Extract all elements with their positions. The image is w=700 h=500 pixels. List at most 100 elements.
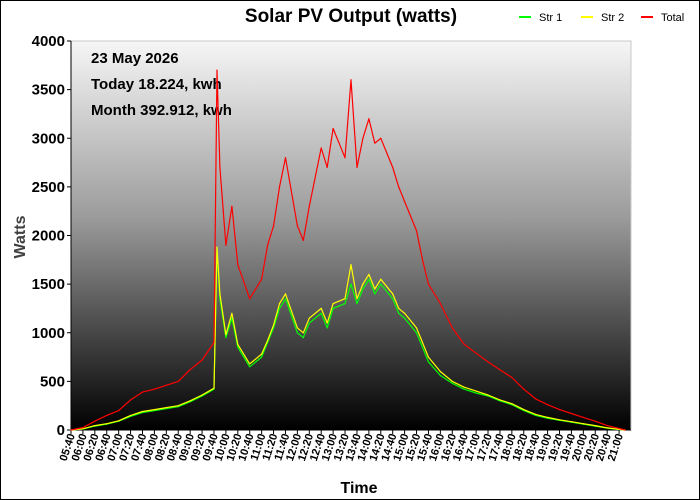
data-point [356,302,358,305]
data-point [278,186,281,188]
data-point [463,343,465,346]
data-point [278,307,281,310]
y-tick-label: 1000 [32,325,65,342]
data-point [421,346,424,348]
data-point [213,341,215,344]
legend: Str 1 Str 2 Total [519,12,684,24]
data-point [296,332,298,334]
series-line-str-2 [70,246,626,431]
data-point [266,339,269,342]
y-tick-label: 0 [57,422,65,439]
data-point [129,414,132,417]
data-point [368,278,370,280]
data-point [225,334,227,336]
y-tick-label: 3000 [32,130,65,147]
data-point [374,142,376,144]
data-point [404,200,406,203]
data-point [415,332,418,334]
y-axis: 0 500 1000 1500 2000 2500 3000 3500 4000 [32,33,72,439]
data-point [350,264,352,266]
data-point [546,416,549,418]
data-point [261,278,263,280]
legend-label: Str 1 [539,12,562,24]
data-point [535,413,537,416]
data-point [308,317,310,319]
data-point [296,327,298,329]
data-point [326,327,328,329]
data-point [189,369,191,371]
data-point [189,400,191,402]
data-point [332,307,334,310]
data-point [570,421,573,423]
data-point [231,312,233,314]
data-point [165,407,167,409]
data-point [296,225,298,227]
series-line-str-1 [70,249,626,431]
data-point [499,369,501,371]
data-point [278,302,281,305]
data-point [582,416,584,418]
data-point [374,288,376,290]
data-point [82,426,84,429]
annotations: 23 May 2026 Today 18.224, kwh Month 392.91… [91,50,232,119]
data-point [404,317,406,319]
y-tick-label: 4000 [32,33,65,50]
data-point [380,278,382,280]
data-point [475,352,477,354]
data-point [302,239,304,241]
data-point [82,428,84,430]
data-point [219,293,221,295]
data-point [392,298,394,300]
data-point [201,394,203,396]
data-point [225,244,227,246]
data-point [535,414,537,417]
data-point [398,307,400,310]
y-tick-label: 500 [40,373,65,390]
annotation-line: Today 18.224, kwh [91,76,222,93]
data-point [118,420,120,422]
data-point [266,244,269,246]
data-point [249,298,251,300]
data-point [356,166,358,169]
data-point [129,399,132,401]
data-point [392,166,394,169]
data-point [94,420,96,422]
data-point [237,264,239,266]
data-point [546,404,549,406]
data-point [249,363,251,365]
data-point [594,420,596,422]
series-line-total [70,69,626,431]
data-point [320,307,322,310]
data-point [558,408,561,411]
data-point [320,147,322,149]
data-point [475,392,477,394]
data-point [421,259,424,261]
data-point [618,427,620,430]
data-point [570,412,573,415]
data-point [350,283,352,285]
plot-area [70,40,632,431]
data-point [523,408,525,411]
data-point [216,69,218,71]
data-point [427,283,430,285]
data-point [94,425,96,427]
data-point [439,371,441,373]
series-lines [70,69,626,431]
data-point [302,332,304,334]
data-point [261,353,263,355]
data-point [487,394,489,396]
data-point [272,225,275,227]
y-tick-label: 2500 [32,179,65,196]
data-point [237,343,239,346]
data-point [451,380,453,382]
data-point [106,423,108,425]
data-point [141,410,144,413]
legend-label: Str 2 [601,12,624,24]
data-point [368,273,370,275]
data-point [624,429,626,431]
data-point [535,398,537,400]
data-point [350,79,352,81]
data-point [308,205,310,207]
